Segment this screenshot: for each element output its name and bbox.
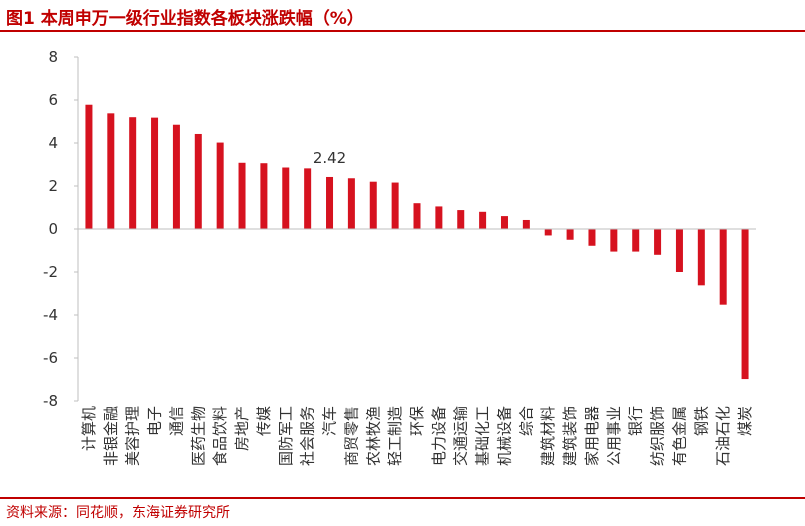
bar — [500, 216, 508, 229]
source-note: 资料来源：同花顺，东海证券研究所 — [6, 505, 230, 521]
bar — [457, 210, 465, 229]
bar — [413, 203, 421, 229]
category-label: 商贸零售 — [342, 406, 360, 466]
bar — [260, 163, 268, 229]
data-labels: 2.42 — [313, 149, 346, 167]
category-labels: 计算机 非银金融 美容护理 电子 通信 医药生物 食品饮料 房地产 传媒 国防军工 社会服务 汽车 商贸… — [80, 406, 754, 466]
category-label: 有色金属 — [670, 406, 688, 466]
category-label: 通信 — [167, 406, 185, 436]
bar — [369, 181, 377, 229]
y-tick-label: 8 — [48, 48, 58, 66]
bar — [697, 229, 705, 286]
bar — [719, 229, 727, 305]
category-label: 电力设备 — [430, 406, 448, 466]
bar — [282, 167, 290, 229]
y-tick-label: 4 — [48, 134, 58, 152]
category-label: 环保 — [408, 406, 426, 436]
bar — [172, 124, 180, 229]
category-label: 交通运输 — [452, 406, 470, 466]
category-label: 美容护理 — [124, 406, 142, 466]
category-label: 农林牧渔 — [364, 406, 382, 466]
y-tick-label: -8 — [43, 392, 58, 410]
bar — [566, 229, 574, 240]
category-label: 食品饮料 — [211, 406, 229, 466]
bar — [654, 229, 662, 255]
bar — [304, 168, 312, 229]
category-label: 社会服务 — [299, 406, 317, 466]
y-tick-label: 2 — [48, 177, 58, 195]
category-label: 综合 — [517, 406, 535, 436]
category-label: 公用事业 — [605, 406, 623, 466]
y-tick-label: -6 — [43, 349, 58, 367]
bar — [741, 229, 749, 380]
y-tick-label: 6 — [48, 91, 58, 109]
bar — [151, 117, 159, 229]
category-label: 国防军工 — [277, 406, 295, 466]
bar — [194, 133, 202, 229]
bar — [238, 162, 246, 229]
y-tick-label: -4 — [43, 306, 58, 324]
bar — [129, 117, 137, 229]
category-label: 机械设备 — [495, 406, 513, 466]
category-label: 轻工制造 — [386, 406, 404, 466]
bar — [588, 229, 596, 246]
category-label: 建筑材料 — [539, 406, 557, 466]
bar — [85, 104, 93, 229]
bar — [632, 229, 640, 252]
category-label: 基础化工 — [474, 406, 492, 466]
category-label: 钢铁 — [692, 406, 710, 436]
bar — [479, 211, 487, 229]
bar — [610, 229, 618, 252]
bar — [216, 142, 224, 229]
category-label: 电子 — [146, 406, 164, 436]
category-label: 非银金融 — [102, 406, 120, 466]
title-divider — [0, 30, 805, 32]
category-label: 银行 — [627, 406, 645, 436]
bar — [326, 176, 334, 229]
bar — [391, 182, 399, 229]
category-label: 家用电器 — [583, 406, 601, 466]
category-label: 医药生物 — [189, 406, 207, 466]
bar — [675, 229, 683, 272]
bar — [435, 206, 443, 229]
bar — [107, 113, 115, 229]
category-label: 计算机 — [80, 406, 98, 451]
bar — [522, 219, 530, 229]
bar — [544, 229, 552, 236]
data-label: 2.42 — [313, 149, 346, 167]
category-label: 纺织服饰 — [649, 406, 667, 466]
bars — [85, 104, 749, 380]
category-label: 房地产 — [233, 406, 251, 451]
category-label: 汽车 — [321, 406, 339, 436]
category-label: 煤炭 — [736, 406, 754, 436]
y-tick-label: -2 — [43, 263, 58, 281]
source-divider — [0, 497, 805, 499]
category-label: 石油石化 — [714, 406, 732, 466]
category-label: 传媒 — [255, 406, 273, 436]
y-axis: 8 6 4 2 0 -2 -4 -6 -8 — [43, 48, 79, 410]
category-label: 建筑装饰 — [561, 406, 579, 466]
bar — [347, 178, 355, 229]
y-tick-label: 0 — [48, 220, 58, 238]
chart-title: 图1 本周申万一级行业指数各板块涨跌幅（%） — [6, 9, 364, 29]
